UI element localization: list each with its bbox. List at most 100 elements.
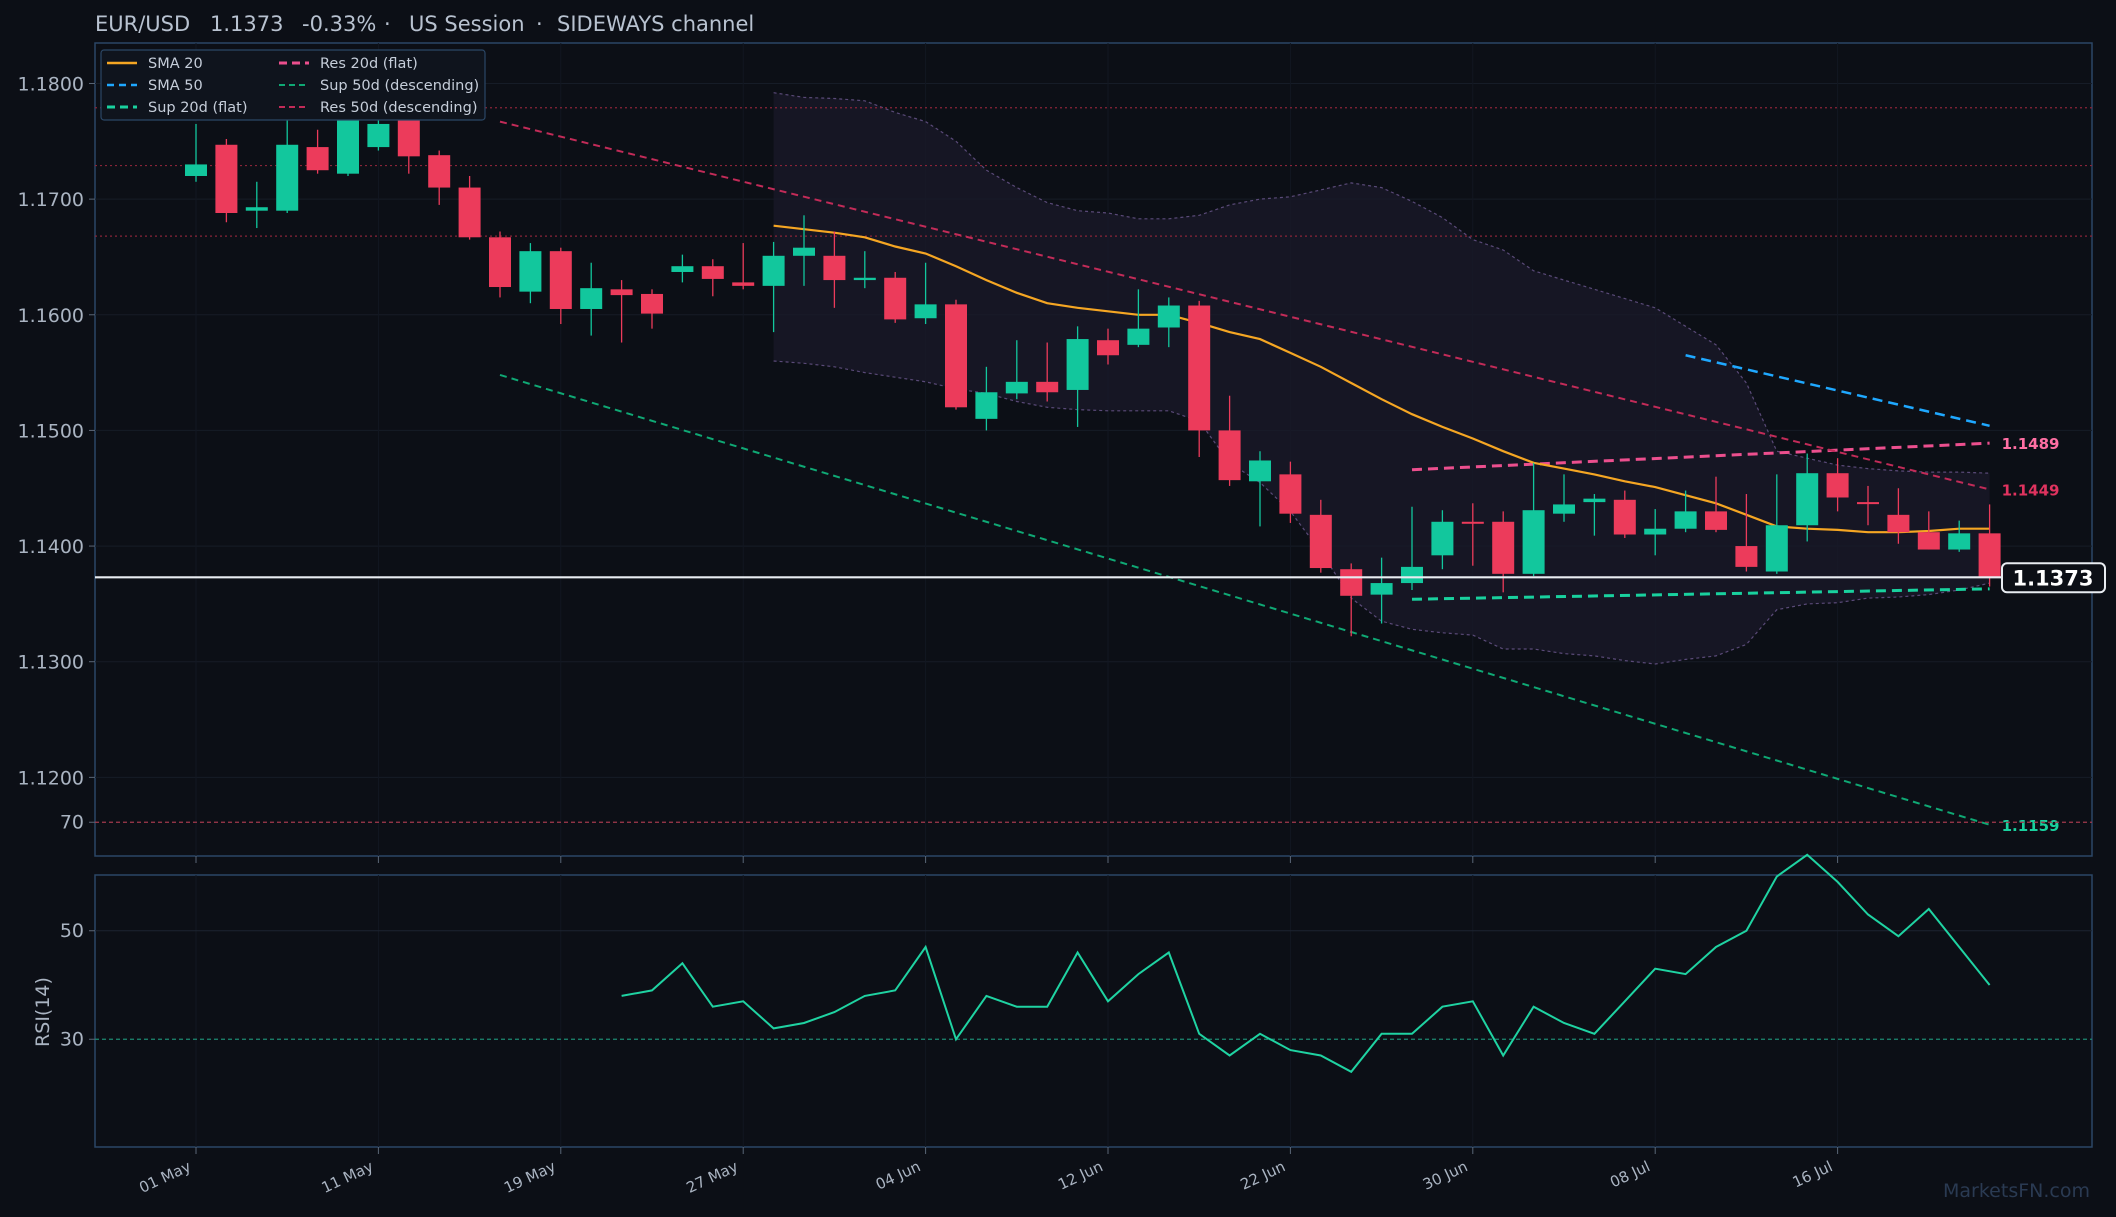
candle-up — [975, 366, 998, 431]
price-tick-label: 1.1800 — [18, 73, 84, 95]
candle-body — [215, 144, 238, 214]
candle-body — [306, 147, 329, 171]
candle-body — [1857, 502, 1879, 505]
rsi-tick-label: 70 — [60, 811, 84, 833]
legend-label: Sup 20d (flat) — [148, 100, 248, 116]
candle-up — [245, 181, 268, 229]
candle-body — [276, 144, 299, 211]
candle-body — [428, 155, 451, 188]
candle-up — [671, 254, 694, 283]
rsi-panel — [94, 874, 2093, 1148]
candle-body — [823, 255, 846, 281]
candle-body — [884, 277, 907, 320]
candle-down — [1218, 395, 1241, 486]
candle-body — [1674, 511, 1697, 529]
candle-body — [945, 304, 967, 408]
candle-body — [1370, 583, 1393, 595]
candle-body — [367, 123, 390, 148]
legend: SMA 20 SMA 50 Sup 20d (flat) Res 20d (fl… — [100, 49, 486, 121]
candle-body — [1978, 533, 2001, 578]
candle-down — [1705, 476, 1727, 533]
time-tick-label: 27 May — [684, 1157, 741, 1197]
candle-down — [1735, 494, 1758, 572]
candle-up — [1005, 340, 1028, 400]
candle-down — [549, 247, 572, 325]
legend-label: Res 20d (flat) — [320, 56, 418, 72]
time-tick-label: 16 Jul — [1790, 1157, 1836, 1191]
candle-body — [853, 277, 876, 281]
sup-20d-line — [1411, 587, 1990, 601]
candle-body — [458, 187, 481, 238]
candle-body — [1613, 499, 1636, 535]
candle-up — [1401, 506, 1423, 591]
candle-up — [1674, 490, 1697, 533]
header-symbol: EUR/USD — [95, 12, 190, 36]
candle-down — [1309, 499, 1332, 573]
candle-up — [1796, 453, 1819, 542]
candle-down — [1097, 328, 1119, 365]
candle-body — [1765, 525, 1788, 572]
candle-body — [1309, 514, 1332, 569]
candles — [185, 95, 2001, 637]
header-separator: · — [384, 12, 391, 36]
sma50-line — [1685, 354, 1990, 428]
res-20d-line — [1411, 441, 1990, 472]
candle-down — [1978, 504, 2001, 587]
time-tick-label: 08 Jul — [1607, 1157, 1653, 1191]
candle-body — [1036, 381, 1059, 393]
candle-body — [1461, 521, 1484, 524]
candle-body — [580, 288, 603, 309]
candle-up — [276, 106, 299, 214]
level-label: 1.1489 — [2002, 435, 2060, 453]
candle-body — [519, 251, 542, 292]
candle-body — [549, 251, 572, 309]
rsi-axis-label: RSI(14) — [32, 977, 54, 1047]
candle-up — [1370, 557, 1393, 624]
candle-body — [1097, 340, 1119, 356]
candle-down — [1461, 503, 1484, 566]
candle-up — [1249, 451, 1271, 527]
time-tick-label: 19 May — [501, 1157, 558, 1197]
candle-up — [580, 262, 603, 336]
gridlines — [95, 43, 2092, 1147]
candle-up — [1066, 326, 1089, 427]
candle-down — [1917, 511, 1940, 550]
candle-body — [1431, 521, 1454, 556]
candle-body — [1705, 511, 1727, 530]
time-tick-label: 22 Jun — [1238, 1157, 1288, 1193]
candle-body — [185, 164, 207, 176]
candle-up — [1553, 474, 1575, 522]
candle-body — [1279, 474, 1302, 514]
time-tick-label: 04 Jun — [873, 1157, 923, 1193]
rsi-tick-label: 50 — [60, 920, 84, 942]
legend-label: Sup 50d (descending) — [320, 78, 479, 94]
candle-body — [1948, 533, 1971, 550]
candle-body — [1796, 473, 1819, 526]
legend-label: Res 50d (descending) — [320, 100, 477, 116]
header-change: -0.33% — [302, 12, 376, 36]
candle-up — [1157, 297, 1180, 348]
header-channel: SIDEWAYS channel — [557, 12, 754, 36]
candle-up — [1644, 509, 1667, 556]
candle-down — [306, 129, 329, 174]
legend-label: SMA 50 — [148, 78, 203, 94]
candle-down — [1492, 511, 1515, 593]
candle-body — [701, 266, 724, 279]
sup-50d-line — [499, 373, 1990, 826]
current-price-label: 1.1373 — [2012, 566, 2093, 590]
rsi-indicator: 30 50 70 RSI(14) — [32, 811, 2092, 1074]
candle-up — [1127, 289, 1150, 348]
time-tick-label: 30 Jun — [1420, 1157, 1470, 1193]
candle-down — [1826, 458, 1849, 512]
candle-body — [671, 266, 694, 272]
candle-body — [1735, 546, 1758, 567]
bollinger-lower — [773, 360, 1990, 665]
candle-body — [1340, 569, 1363, 596]
candle-up — [1948, 520, 1971, 552]
level-label: 1.1159 — [2002, 817, 2060, 835]
candle-up — [1522, 462, 1545, 577]
price-tick-label: 1.1300 — [18, 652, 84, 674]
candle-down — [1613, 490, 1636, 538]
candle-body — [1826, 473, 1849, 498]
price-tick-label: 1.1700 — [18, 189, 84, 211]
